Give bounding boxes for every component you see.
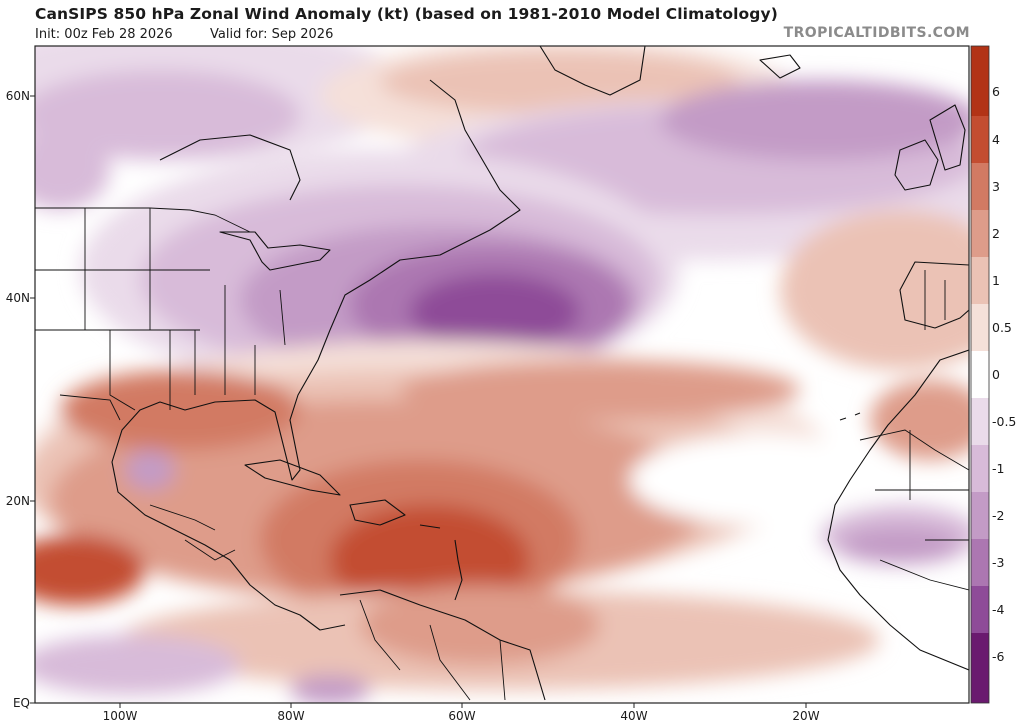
colorbar-band-m6	[971, 633, 989, 703]
political-borders	[35, 207, 969, 701]
map-title: CanSIPS 850 hPa Zonal Wind Anomaly (kt) …	[35, 5, 778, 23]
colorbar-band-2	[971, 210, 989, 257]
lat-label-eq: EQ	[12, 696, 30, 710]
lat-label-60n: 60N	[5, 89, 30, 103]
axis-ticks	[30, 95, 807, 708]
colorbar-band-1	[971, 257, 989, 304]
coastlines	[111, 46, 969, 701]
colorbar-label: 0.5	[992, 320, 1012, 335]
colorbar-band-0	[971, 351, 989, 398]
colorbar	[970, 45, 990, 704]
anomaly-field	[35, 46, 969, 703]
colorbar-band-3	[971, 163, 989, 210]
lon-label-20w: 20W	[792, 709, 820, 723]
colorbar-band-m05	[971, 398, 989, 445]
colorbar-label: 3	[992, 179, 1000, 194]
colorbar-band-m4	[971, 586, 989, 633]
site-credit: TROPICALTIDBITS.COM	[783, 25, 970, 41]
lon-label-80w: 80W	[277, 709, 305, 723]
colorbar-label: -6	[992, 649, 1005, 664]
colorbar-band-m1	[971, 445, 989, 492]
colorbar-label: -4	[992, 602, 1005, 617]
colorbar-label: -2	[992, 508, 1005, 523]
lon-label-60w: 60W	[448, 709, 476, 723]
colorbar-label: 4	[992, 132, 1000, 147]
colorbar-label: -1	[992, 461, 1005, 476]
colorbar-label: -0.5	[992, 414, 1017, 429]
lon-label-100w: 100W	[102, 709, 138, 723]
lat-label-20n: 20N	[5, 494, 30, 508]
lat-label-40n: 40N	[5, 291, 30, 305]
colorbar-label: -3	[992, 555, 1005, 570]
colorbar-band-6	[971, 46, 989, 116]
colorbar-label: 1	[992, 273, 1000, 288]
colorbar-label: 2	[992, 226, 1000, 241]
colorbar-label: 0	[992, 367, 1000, 382]
map-frame	[34, 45, 970, 704]
colorbar-band-05	[971, 304, 989, 351]
colorbar-band-4	[971, 116, 989, 163]
init-time: Init: 00z Feb 28 2026	[35, 27, 173, 42]
colorbar-label: 6	[992, 84, 1000, 99]
valid-time: Valid for: Sep 2026	[210, 27, 334, 42]
colorbar-band-m2	[971, 492, 989, 539]
colorbar-band-m3	[971, 539, 989, 586]
lon-label-40w: 40W	[620, 709, 648, 723]
